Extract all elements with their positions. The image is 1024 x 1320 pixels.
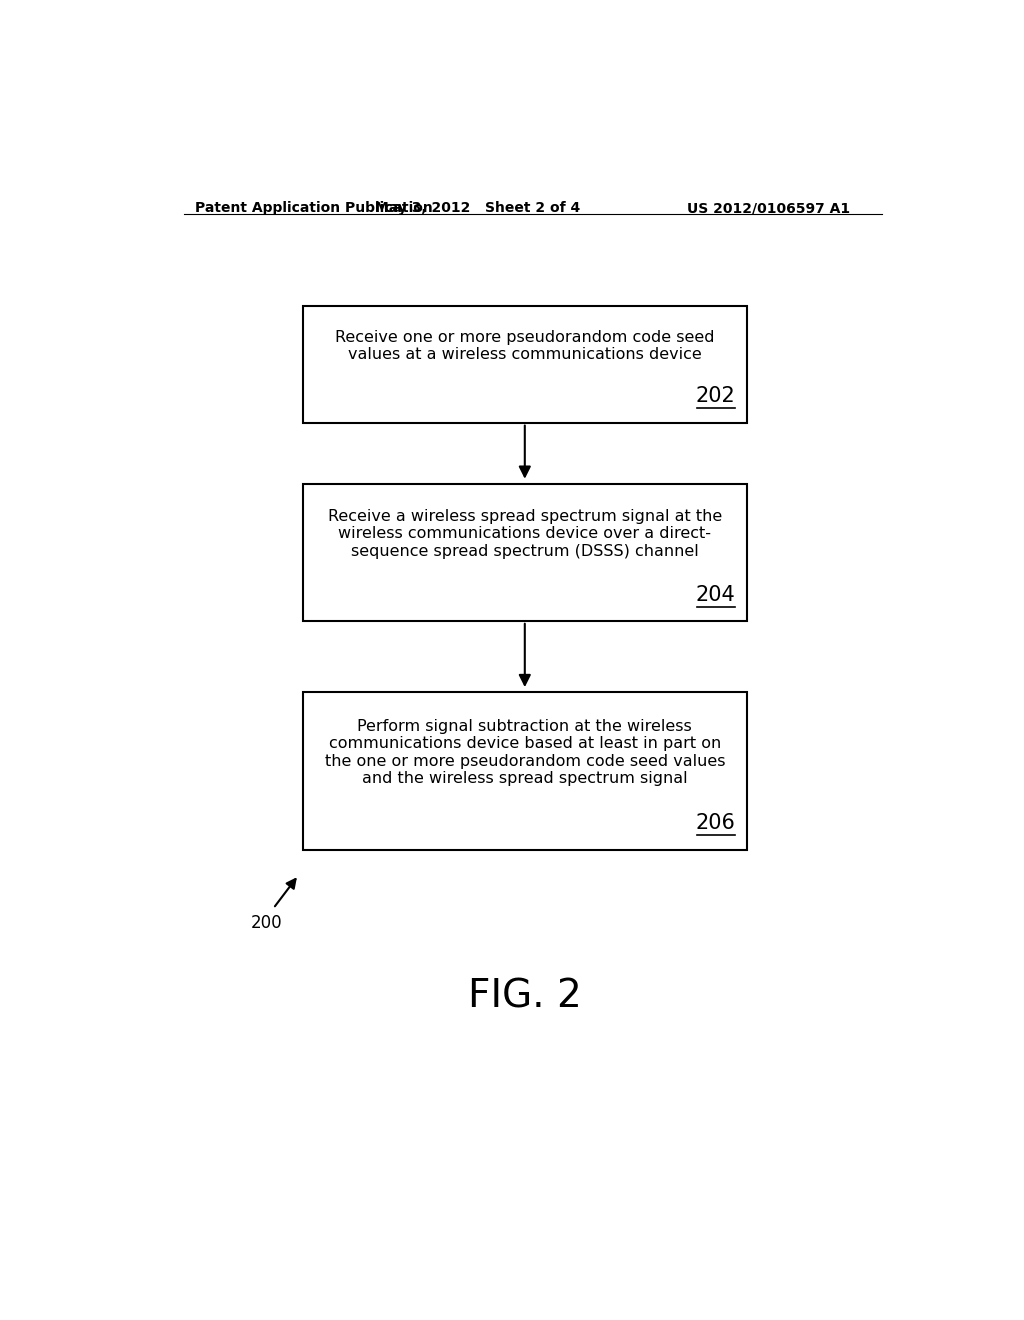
Text: Perform signal subtraction at the wireless
communications device based at least : Perform signal subtraction at the wirele… [325, 719, 725, 787]
FancyBboxPatch shape [303, 483, 748, 620]
FancyBboxPatch shape [303, 692, 748, 850]
Text: May 3, 2012   Sheet 2 of 4: May 3, 2012 Sheet 2 of 4 [375, 201, 580, 215]
Text: US 2012/0106597 A1: US 2012/0106597 A1 [687, 201, 850, 215]
Text: Patent Application Publication: Patent Application Publication [196, 201, 433, 215]
Text: 204: 204 [695, 585, 735, 605]
Text: Receive a wireless spread spectrum signal at the
wireless communications device : Receive a wireless spread spectrum signa… [328, 510, 722, 558]
Text: 202: 202 [695, 387, 735, 407]
FancyBboxPatch shape [303, 306, 748, 422]
Text: 206: 206 [695, 813, 735, 833]
Text: Receive one or more pseudorandom code seed
values at a wireless communications d: Receive one or more pseudorandom code se… [335, 330, 715, 362]
Text: 200: 200 [251, 913, 283, 932]
Text: FIG. 2: FIG. 2 [468, 978, 582, 1016]
